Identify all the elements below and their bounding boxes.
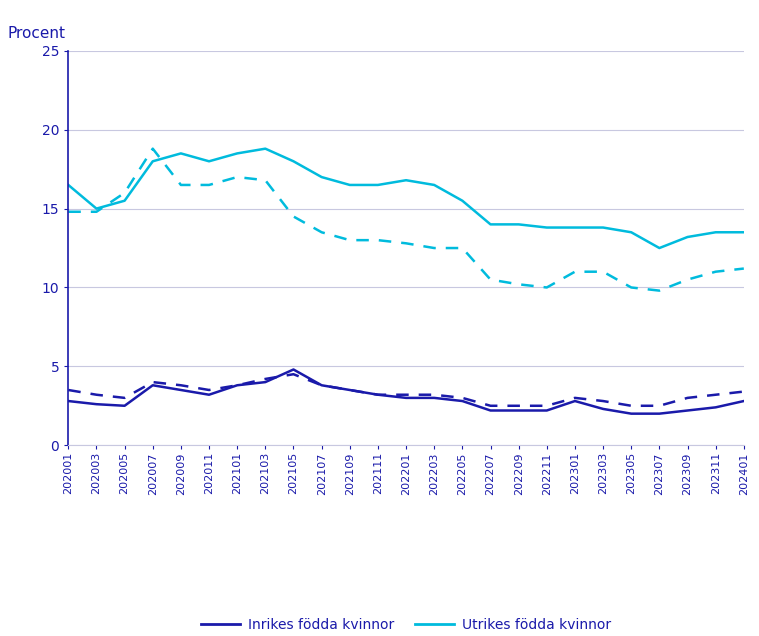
Text: Procent: Procent bbox=[8, 26, 65, 41]
Legend: Inrikes födda kvinnor, Inrikes födda män, Utrikes födda kvinnor, Utrikes födda m: Inrikes födda kvinnor, Inrikes födda män… bbox=[200, 618, 612, 636]
